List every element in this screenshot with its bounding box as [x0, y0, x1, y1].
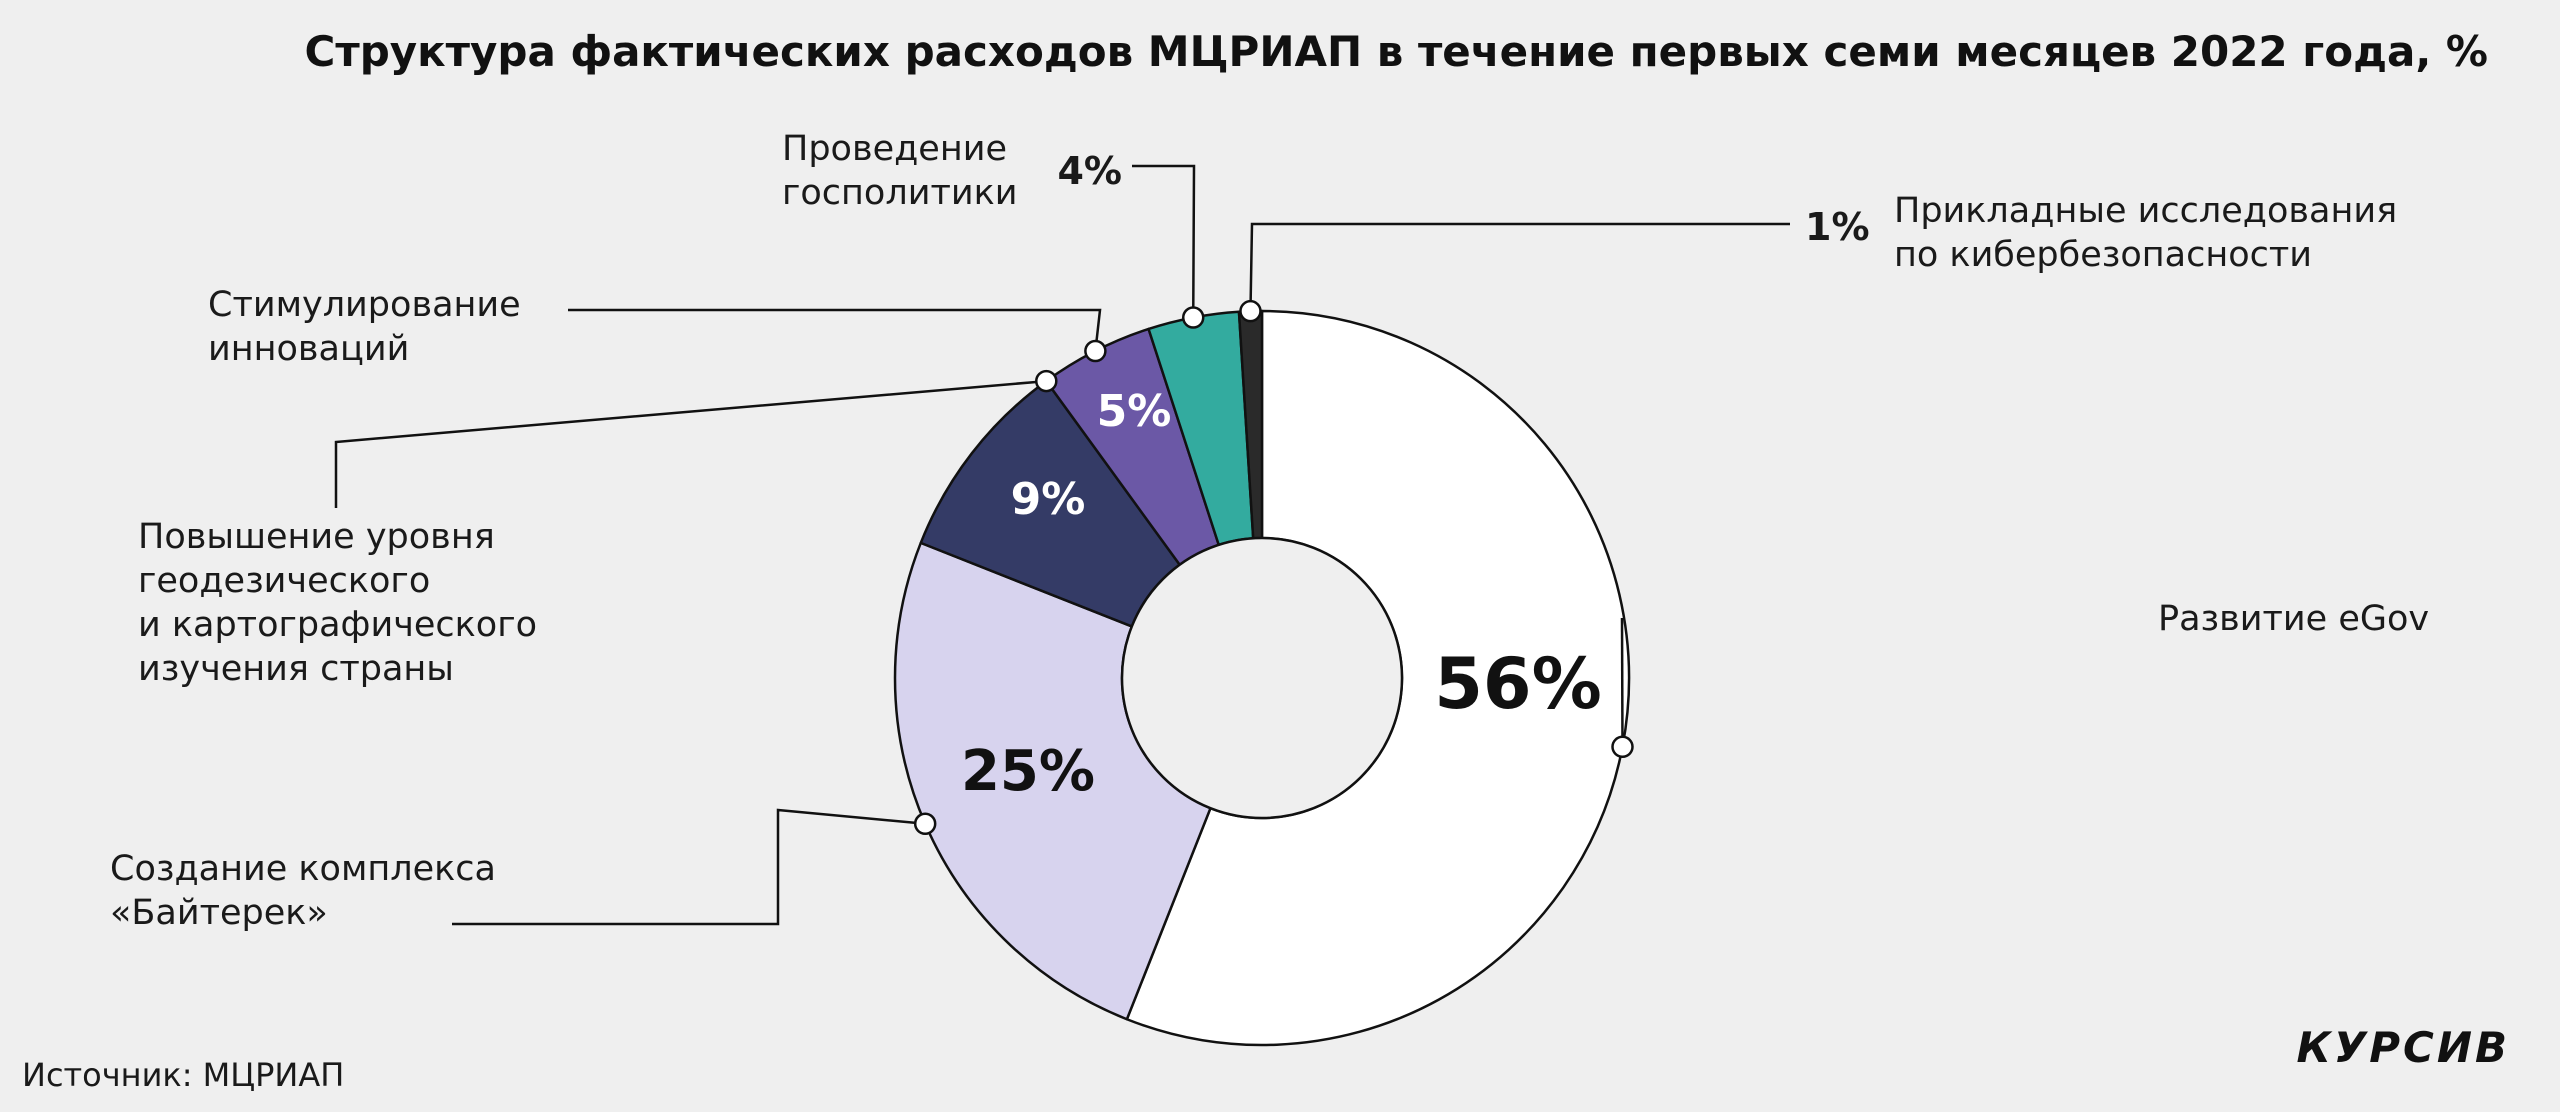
marker-policy [1181, 306, 1205, 329]
kursiv-logo: КУРСИВ [2297, 1023, 2510, 1072]
category-label-line: геодезического [138, 561, 430, 601]
category-label-line: «Байтерек» [110, 893, 328, 933]
donut-hole [1120, 536, 1404, 820]
value-label-cyber: 1% [1805, 205, 1870, 249]
value-label-baiterek: 25% [961, 739, 1095, 804]
leader-cyber [1249, 222, 1790, 312]
category-label-line: Повышение уровня [138, 517, 495, 557]
value-label-innovation: 5% [1097, 386, 1172, 437]
value-label-egov: 56% [1434, 643, 1602, 725]
category-label-line: изучения страны [138, 649, 454, 689]
marker-egov [1611, 735, 1634, 759]
category-label-line: Стимулирование [208, 285, 521, 325]
value-labels: 56% 25% 9%5% 4% 1% [961, 149, 1870, 804]
value-label-geodesy: 9% [1011, 474, 1086, 525]
leader-geodesy [334, 379, 1047, 508]
donut-slices [893, 309, 1631, 1047]
leader-lines [334, 164, 1790, 926]
marker-innovation [1084, 339, 1107, 363]
category-label-egov: Развитие eGov [2158, 599, 2429, 639]
marker-cyber [1239, 299, 1262, 323]
category-label-line: Прикладные исследования [1894, 191, 2397, 231]
category-label-line: и картографического [138, 605, 537, 645]
category-label-line: по кибербезопасности [1894, 235, 2312, 275]
category-label-line: Развитие eGov [2158, 599, 2429, 639]
marker-baiterek [913, 812, 937, 836]
category-label-line: инноваций [208, 329, 409, 369]
source-note: Источник: МЦРИАП [22, 1056, 344, 1094]
value-label-policy: 4% [1057, 149, 1122, 193]
leader-baiterek [452, 808, 926, 926]
category-labels: Развитие eGov Создание комплекса«Байтерек… [110, 129, 2429, 933]
leader-innovation [568, 308, 1102, 352]
marker-geodesy [1035, 369, 1058, 393]
category-label-line: Проведение [782, 129, 1007, 169]
chart-title: Структура фактических расходов МЦРИАП в … [305, 27, 2488, 76]
category-label-line: Создание комплекса [110, 849, 496, 889]
leader-policy [1132, 164, 1196, 318]
category-label-baiterek: Создание комплекса«Байтерек» [110, 849, 496, 933]
category-label-line: госполитики [782, 173, 1017, 213]
